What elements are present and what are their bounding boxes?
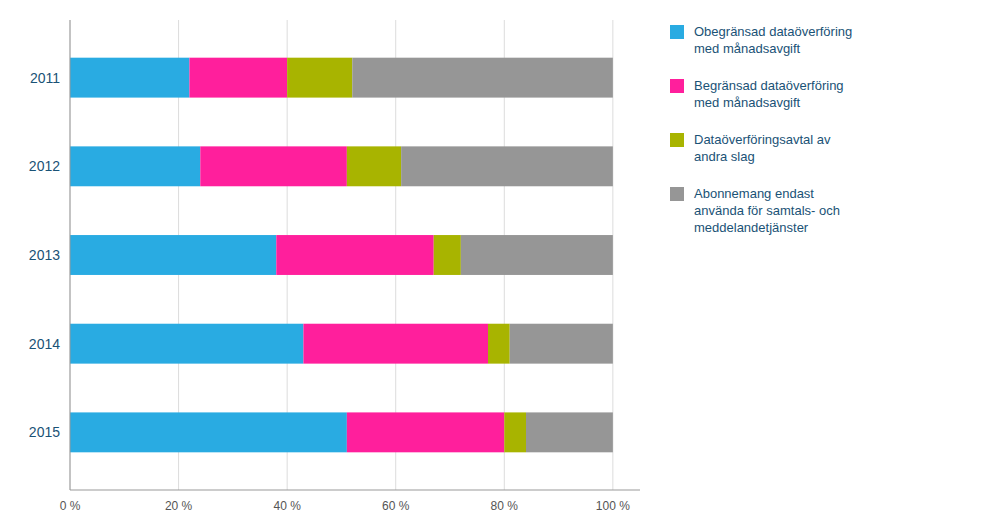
x-tick-label: 60 % — [382, 499, 410, 513]
bar-segment — [510, 324, 613, 364]
chart-container: 0 % 20 % 40 % 60 % 80 % 100 % 2011 2012 2013 2014… — [0, 0, 1002, 531]
bar-segment — [189, 58, 287, 98]
legend-label-line: andra slag — [694, 149, 755, 164]
legend-label-line: Obegränsad dataöverföring — [694, 24, 852, 39]
axes: 0 % 20 % 40 % 60 % 80 % 100 % 2011 2012 2013 2014… — [29, 20, 640, 513]
bar-segment — [347, 146, 401, 186]
x-axis-line — [70, 490, 640, 491]
bar-segment — [352, 58, 613, 98]
legend-label-line: Begränsad dataöverföring — [694, 78, 844, 93]
legend-swatch — [670, 187, 684, 201]
bars — [70, 58, 613, 453]
grid — [70, 20, 613, 490]
legend-label: Obegränsad dataöverföring med månadsavgif… — [694, 24, 852, 56]
x-tick-label: 0 % — [60, 499, 81, 513]
y-tick-label: 2012 — [29, 158, 60, 174]
legend-label: Begränsad dataöverföring med månadsavgift — [694, 78, 844, 110]
legend-label-line: använda för samtals- och — [694, 203, 840, 218]
bar-segment — [70, 324, 303, 364]
bar-segment — [70, 146, 200, 186]
bar-segment — [276, 235, 433, 275]
legend-label: Abonnemang endast använda för samtals- oc… — [694, 186, 840, 235]
x-tick-label: 100 % — [596, 499, 630, 513]
x-tick-label: 80 % — [491, 499, 519, 513]
bar-segment — [434, 235, 461, 275]
bar-segment — [70, 235, 276, 275]
legend-swatch — [670, 79, 684, 93]
legend-label-line: meddelandetjänster — [694, 220, 809, 235]
y-axis-line — [70, 20, 71, 490]
legend: Obegränsad dataöverföring med månadsavgif… — [670, 24, 852, 235]
bar-segment — [401, 146, 613, 186]
y-tick-label: 2015 — [29, 424, 60, 440]
bar-segment — [287, 58, 352, 98]
legend-label-line: med månadsavgift — [694, 41, 801, 56]
legend-label-line: Abonnemang endast — [694, 186, 814, 201]
legend-swatch — [670, 133, 684, 147]
bar-segment — [70, 58, 189, 98]
bar-segment — [303, 324, 488, 364]
y-tick-label: 2014 — [29, 336, 60, 352]
legend-label: Dataöverföringsavtal av andra slag — [694, 132, 831, 164]
x-tick-label: 40 % — [273, 499, 301, 513]
bar-segment — [200, 146, 347, 186]
legend-swatch — [670, 25, 684, 39]
y-tick-label: 2013 — [29, 247, 60, 263]
bar-segment — [526, 412, 613, 452]
legend-label-line: Dataöverföringsavtal av — [694, 132, 831, 147]
chart: 0 % 20 % 40 % 60 % 80 % 100 % 2011 2012 2013 2014… — [0, 0, 1002, 531]
bar-segment — [70, 412, 347, 452]
y-tick-label: 2011 — [30, 70, 60, 86]
bar-segment — [488, 324, 510, 364]
bar-segment — [347, 412, 504, 452]
bar-segment — [504, 412, 526, 452]
x-tick-label: 20 % — [165, 499, 193, 513]
grid-line — [70, 20, 71, 490]
bar-segment — [461, 235, 613, 275]
legend-label-line: med månadsavgift — [694, 95, 801, 110]
